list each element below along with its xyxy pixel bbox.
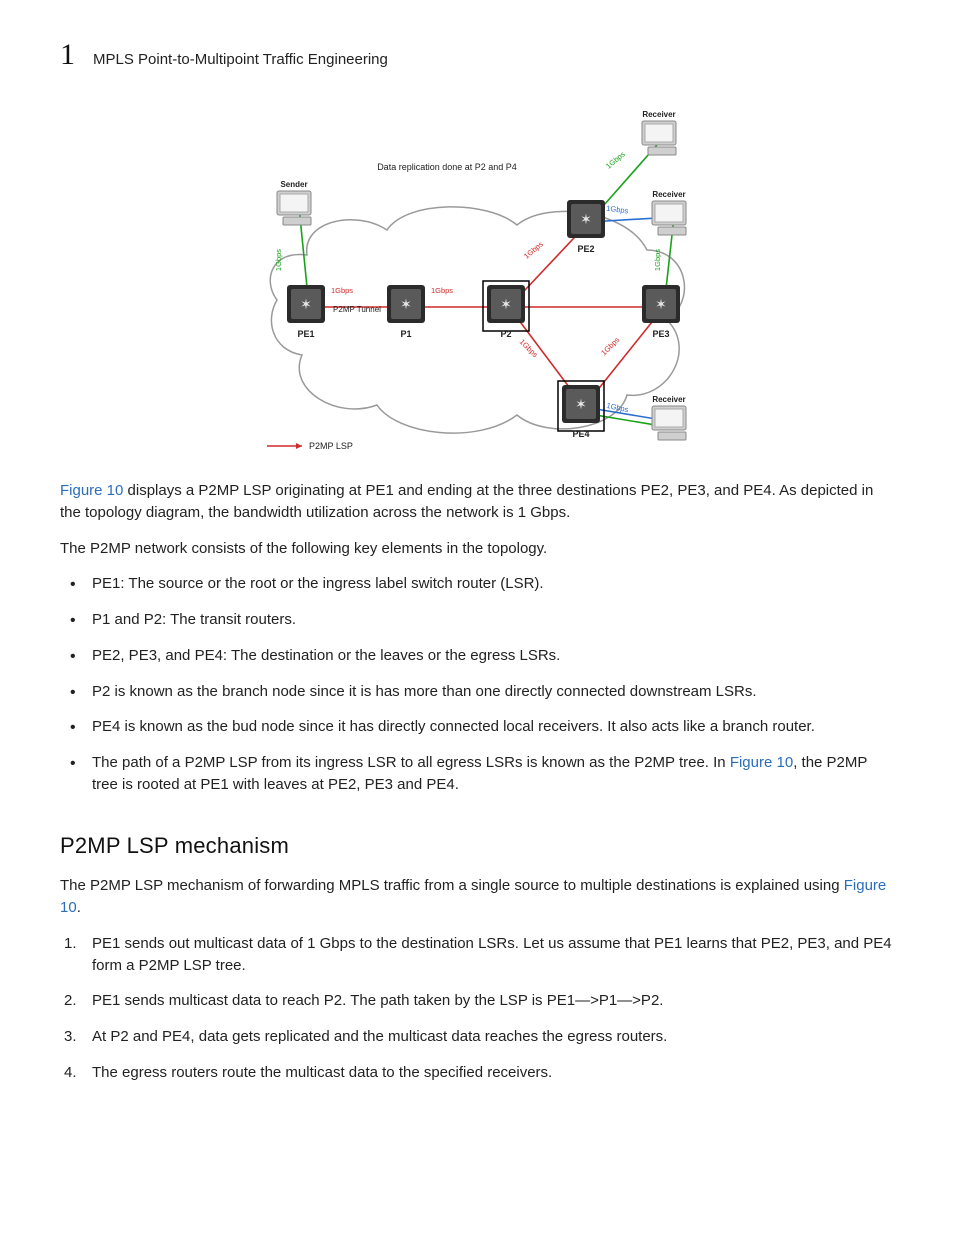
router-icon: ✶ P2 <box>483 281 529 339</box>
bullet-item: PE1: The source or the root or the ingre… <box>60 573 894 595</box>
legend-label: P2MP LSP <box>309 441 353 451</box>
figure-10-link[interactable]: Figure 10 <box>60 482 123 499</box>
step-item: At P2 and PE4, data gets replicated and … <box>60 1026 894 1048</box>
link-label: 1Gbps <box>606 204 629 216</box>
ordered-steps: PE1 sends out multicast data of 1 Gbps t… <box>60 933 894 1084</box>
step-item: The egress routers route the multicast d… <box>60 1062 894 1084</box>
link-label: 1Gbps <box>653 249 662 271</box>
svg-text:✶: ✶ <box>575 396 587 412</box>
paragraph-3: The P2MP LSP mechanism of forwarding MPL… <box>60 875 894 919</box>
svg-text:✶: ✶ <box>580 211 592 227</box>
svg-text:✶: ✶ <box>500 296 512 312</box>
step-item: PE1 sends multicast data to reach P2. Th… <box>60 990 894 1012</box>
pc-icon: Sender <box>277 180 311 225</box>
paragraph-2: The P2MP network consists of the followi… <box>60 538 894 560</box>
link-label: 1Gbps <box>331 286 353 295</box>
bullet-item: P2 is known as the branch node since it … <box>60 681 894 703</box>
step-item: PE1 sends out multicast data of 1 Gbps t… <box>60 933 894 977</box>
svg-text:✶: ✶ <box>400 296 412 312</box>
figure-10: Data replication done at P2 and P4 1Gbps 1… <box>60 100 894 460</box>
header-title: MPLS Point-to-Multipoint Traffic Enginee… <box>93 51 388 68</box>
svg-text:PE4: PE4 <box>572 429 589 439</box>
cloud-outline <box>270 207 684 433</box>
bullet-item: PE4 is known as the bud node since it ha… <box>60 716 894 738</box>
chapter-number: 1 <box>60 40 75 70</box>
svg-text:Receiver: Receiver <box>652 190 685 199</box>
svg-text:PE2: PE2 <box>577 244 594 254</box>
pc-icon: Receiver <box>642 110 676 155</box>
svg-text:PE3: PE3 <box>652 329 669 339</box>
page-header: 1 MPLS Point-to-Multipoint Traffic Engin… <box>60 40 894 70</box>
svg-text:P2: P2 <box>500 329 511 339</box>
svg-text:Sender: Sender <box>280 180 307 189</box>
link-label: 1Gbps <box>274 249 283 271</box>
pc-icon: Receiver <box>652 395 686 440</box>
svg-text:✶: ✶ <box>655 296 667 312</box>
router-icon: ✶ PE4 <box>558 381 604 439</box>
link-label: 1Gbps <box>431 286 453 295</box>
tunnel-label: P2MP Tunnel <box>333 305 381 314</box>
link-label: 1Gbps <box>604 149 627 170</box>
bullet-item: PE2, PE3, and PE4: The destination or th… <box>60 645 894 667</box>
svg-text:✶: ✶ <box>300 296 312 312</box>
paragraph-3-pre: The P2MP LSP mechanism of forwarding MPL… <box>60 877 844 894</box>
figure-caption: Data replication done at P2 and P4 <box>377 162 517 172</box>
svg-text:P1: P1 <box>400 329 411 339</box>
body-text: Figure 10 displays a P2MP LSP originatin… <box>60 480 894 1084</box>
paragraph-1: Figure 10 displays a P2MP LSP originatin… <box>60 480 894 524</box>
svg-text:Receiver: Receiver <box>652 395 685 404</box>
svg-text:Receiver: Receiver <box>642 110 675 119</box>
bullet-list: PE1: The source or the root or the ingre… <box>60 573 894 795</box>
svg-text:PE1: PE1 <box>297 329 314 339</box>
paragraph-3-post: . <box>77 899 81 916</box>
page: 1 MPLS Point-to-Multipoint Traffic Engin… <box>0 0 954 1235</box>
section-heading: P2MP LSP mechanism <box>60 830 894 862</box>
network-diagram: Data replication done at P2 and P4 1Gbps 1… <box>247 100 707 460</box>
pc-icon: Receiver <box>652 190 686 235</box>
figure-10-link-inline[interactable]: Figure 10 <box>730 754 793 771</box>
paragraph-1-text: displays a P2MP LSP originating at PE1 a… <box>60 482 873 521</box>
bullet-item: The path of a P2MP LSP from its ingress … <box>60 752 894 796</box>
bullet-item: P1 and P2: The transit routers. <box>60 609 894 631</box>
